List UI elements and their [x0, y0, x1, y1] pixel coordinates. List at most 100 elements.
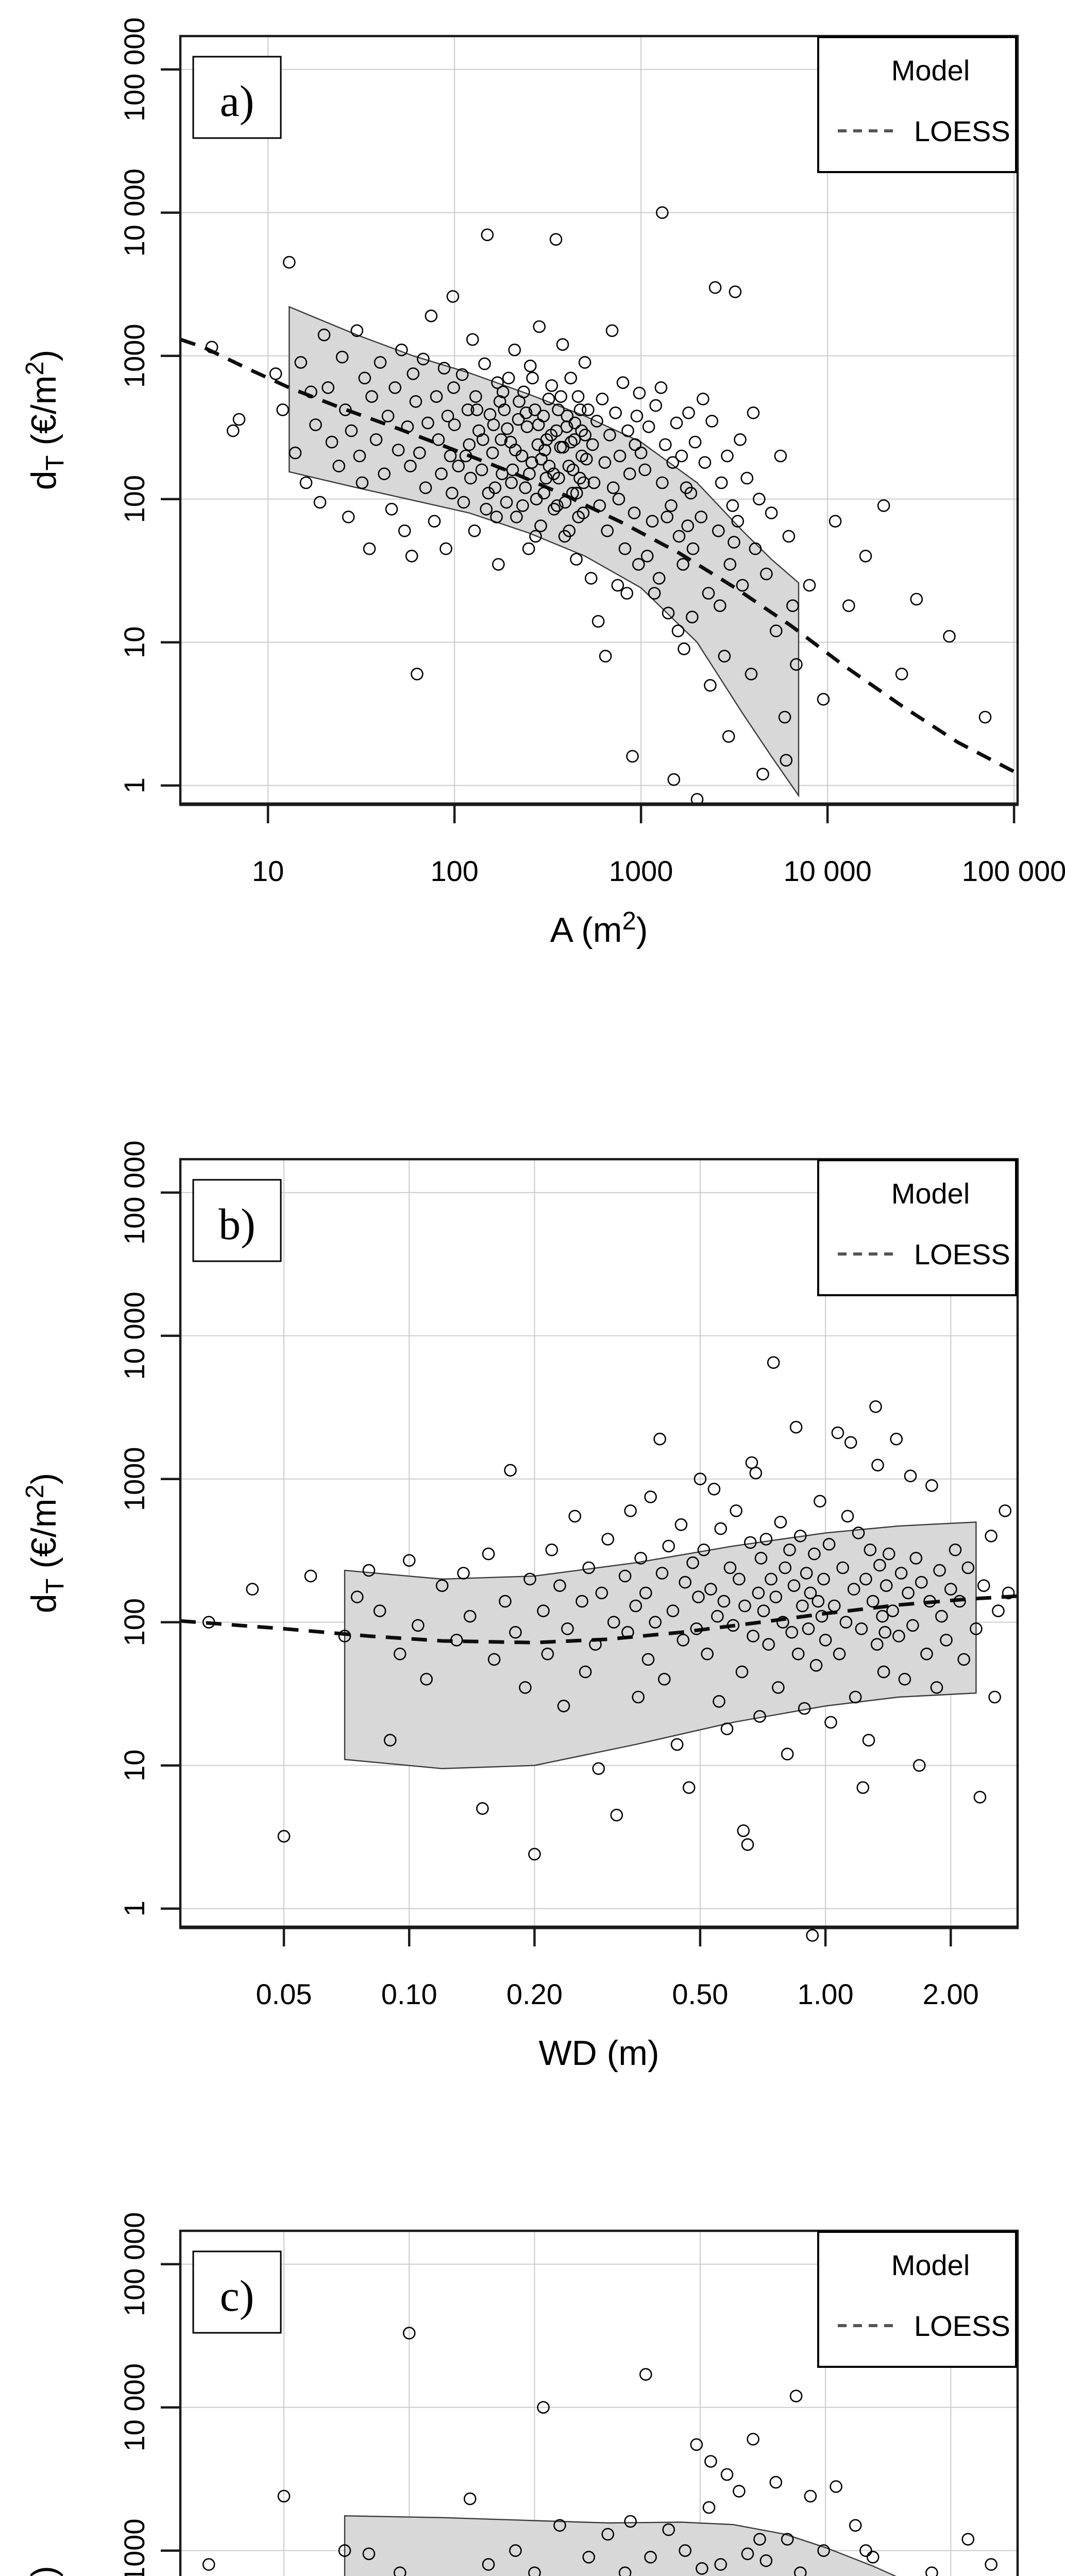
data-point	[774, 1516, 787, 1529]
data-point	[943, 630, 956, 643]
data-point	[734, 433, 747, 446]
data-point	[568, 433, 581, 446]
data-point	[629, 1599, 643, 1613]
data-point	[573, 471, 586, 485]
data-point	[339, 403, 352, 416]
data-point	[886, 1604, 899, 1617]
data-point	[704, 2455, 717, 2468]
data-point	[624, 2515, 637, 2528]
data-point	[859, 2544, 872, 2557]
y-tick-label: 10 000	[118, 1292, 150, 1380]
data-point	[729, 285, 742, 298]
data-point	[704, 679, 717, 692]
data-point	[822, 1538, 836, 1551]
data-point	[578, 356, 591, 369]
data-point	[912, 1759, 926, 1772]
data-point	[831, 1426, 844, 1439]
data-point	[849, 1690, 862, 1704]
data-point	[630, 410, 644, 422]
data-point	[519, 406, 533, 419]
data-point	[447, 381, 460, 394]
data-point	[839, 1616, 853, 1629]
data-point	[626, 750, 639, 763]
data-point	[781, 2533, 794, 2546]
data-point	[809, 1659, 823, 1672]
data-point	[350, 324, 364, 337]
data-point	[612, 493, 626, 506]
data-point	[930, 1681, 943, 1694]
data-point	[618, 1569, 632, 1583]
data-point	[579, 429, 591, 442]
data-point	[232, 413, 246, 426]
data-point	[552, 471, 565, 485]
data-point	[753, 2533, 766, 2546]
x-tick-label: 1000	[609, 855, 673, 887]
data-point	[502, 371, 515, 385]
data-point	[592, 1762, 605, 1775]
data-point	[933, 1564, 946, 1577]
data-point	[849, 2519, 862, 2532]
data-point	[519, 1681, 532, 1694]
data-point	[659, 438, 672, 451]
data-point	[720, 1722, 734, 1735]
data-point	[906, 1619, 919, 1632]
y-axis-label: dT (€/m2)	[21, 350, 69, 490]
data-point	[682, 1781, 696, 1794]
data-point	[421, 416, 434, 430]
data-point	[570, 486, 583, 500]
x-tick-label: 0.50	[672, 1978, 728, 2010]
data-point	[529, 530, 542, 543]
data-point	[652, 572, 666, 585]
data-point	[496, 385, 510, 399]
data-point	[730, 1504, 742, 1517]
data-point	[639, 1586, 652, 1600]
data-point	[733, 2485, 746, 2498]
data-point	[590, 415, 603, 428]
data-point	[437, 362, 451, 375]
data-point	[623, 467, 636, 481]
data-point	[745, 1456, 758, 1469]
data-point	[596, 393, 609, 405]
data-point	[661, 511, 673, 523]
data-point	[882, 1547, 895, 1561]
data-point	[756, 768, 769, 781]
data-point	[450, 1634, 463, 1647]
data-point	[309, 418, 322, 431]
data-point	[667, 773, 681, 786]
data-point	[789, 2389, 803, 2403]
panel-label-box	[192, 56, 282, 139]
data-point	[804, 1586, 817, 1600]
data-point	[616, 376, 630, 389]
data-point	[796, 1599, 809, 1613]
data-point	[632, 558, 645, 571]
legend-loess-label: LOESS	[914, 2310, 1010, 2342]
data-point	[715, 476, 728, 489]
data-point	[532, 418, 545, 431]
data-point	[684, 486, 698, 500]
data-point	[482, 1547, 495, 1561]
data-point	[802, 1622, 815, 1635]
data-point	[686, 1556, 699, 1569]
data-point	[904, 1469, 917, 1483]
data-point	[935, 1609, 948, 1623]
data-point	[478, 357, 491, 370]
data-point	[492, 558, 505, 571]
data-point	[557, 1700, 570, 1713]
data-point	[812, 1595, 825, 1608]
data-point	[829, 515, 842, 528]
data-point	[844, 1436, 857, 1449]
data-point	[551, 499, 564, 512]
data-point	[961, 1561, 975, 1574]
data-point	[682, 406, 695, 419]
y-tick-label: 100 000	[118, 2212, 150, 2316]
data-point	[787, 1579, 801, 1592]
data-point	[510, 511, 523, 523]
data-point	[762, 1638, 775, 1651]
data-point	[815, 1609, 829, 1623]
data-point	[601, 2528, 614, 2541]
data-point	[765, 506, 778, 519]
data-point	[582, 403, 595, 416]
data-point	[448, 418, 461, 431]
y-tick-label: 100	[118, 475, 150, 523]
y-tick-label: 1000	[118, 2518, 150, 2576]
